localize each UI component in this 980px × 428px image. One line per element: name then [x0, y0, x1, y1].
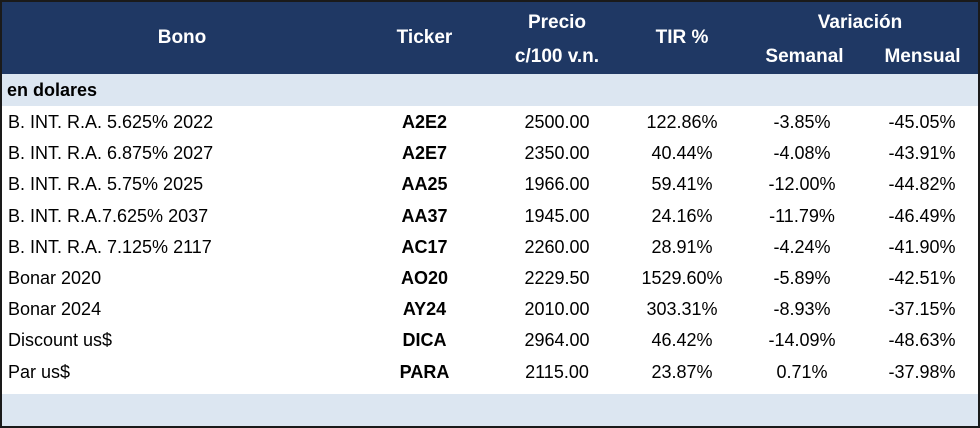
cell-tir: 46.42% [651, 330, 713, 351]
cell-bono: B. INT. R.A.7.625% 2037 [8, 205, 209, 226]
table-body: B. INT. R.A. 5.625% 2022 A2E2 2500.00 12… [2, 107, 978, 388]
cell-bono: Par us$ [8, 361, 71, 382]
cell-mensual: -42.51% [888, 268, 956, 289]
table-row: B. INT. R.A. 5.625% 2022 A2E2 2500.00 12… [2, 107, 978, 138]
table-row: Bonar 2024 AY24 2010.00 303.31% -8.93% -… [2, 294, 978, 325]
table-row: B. INT. R.A.7.625% 2037 AA37 1945.00 24.… [2, 201, 978, 232]
cell-precio: 2350.00 [524, 143, 590, 164]
header-semanal: Semanal [765, 46, 844, 67]
cell-ticker: A2E7 [401, 143, 448, 164]
cell-bono: Discount us$ [8, 330, 113, 351]
cell-ticker: AC17 [401, 236, 448, 257]
cell-bono: Bonar 2024 [8, 299, 102, 320]
table-footer [2, 394, 978, 426]
header-precio-line1: Precio [527, 12, 587, 33]
section-label: en dolares [2, 74, 978, 107]
cell-semanal: -8.93% [773, 299, 831, 320]
cell-tir: 59.41% [651, 174, 713, 195]
cell-mensual: -43.91% [888, 143, 956, 164]
cell-tir: 23.87% [651, 361, 713, 382]
cell-mensual: -48.63% [888, 330, 956, 351]
table-row: Par us$ PARA 2115.00 23.87% 0.71% -37.98… [2, 357, 978, 388]
header-mensual: Mensual [884, 46, 961, 67]
cell-precio: 2964.00 [524, 330, 590, 351]
cell-precio: 1966.00 [524, 174, 590, 195]
cell-semanal: -14.09% [768, 330, 836, 351]
cell-mensual: -37.15% [888, 299, 956, 320]
table-header: Bono Ticker Precio c/100 v.n. TIR % Vari… [2, 2, 978, 74]
cell-ticker: A2E2 [401, 112, 448, 133]
cell-semanal: -5.89% [773, 268, 831, 289]
cell-precio: 1945.00 [524, 205, 590, 226]
header-bono: Bono [157, 27, 207, 48]
table-row: B. INT. R.A. 5.75% 2025 AA25 1966.00 59.… [2, 169, 978, 200]
cell-bono: B. INT. R.A. 5.625% 2022 [8, 112, 214, 133]
cell-mensual: -37.98% [888, 361, 956, 382]
cell-ticker: AY24 [402, 299, 447, 320]
header-tir: TIR % [655, 27, 709, 48]
cell-ticker: AO20 [400, 268, 449, 289]
header-precio-line2: c/100 v.n. [514, 46, 600, 67]
cell-tir: 28.91% [651, 236, 713, 257]
cell-precio: 2500.00 [524, 112, 590, 133]
cell-bono: B. INT. R.A. 5.75% 2025 [8, 174, 204, 195]
table-row: Discount us$ DICA 2964.00 46.42% -14.09%… [2, 325, 978, 356]
cell-mensual: -41.90% [888, 236, 956, 257]
cell-mensual: -45.05% [888, 112, 956, 133]
cell-semanal: 0.71% [776, 361, 828, 382]
cell-bono: B. INT. R.A. 6.875% 2027 [8, 143, 214, 164]
cell-ticker: PARA [399, 361, 450, 382]
cell-mensual: -46.49% [888, 205, 956, 226]
header-variacion: Variación [817, 12, 903, 33]
cell-tir: 122.86% [646, 112, 718, 133]
table-row: B. INT. R.A. 7.125% 2117 AC17 2260.00 28… [2, 232, 978, 263]
cell-semanal: -12.00% [768, 174, 836, 195]
cell-semanal: -11.79% [769, 205, 835, 226]
cell-semanal: -4.24% [773, 236, 831, 257]
cell-mensual: -44.82% [888, 174, 956, 195]
cell-tir: 24.16% [651, 205, 713, 226]
cell-bono: Bonar 2020 [8, 268, 102, 289]
cell-precio: 2260.00 [524, 236, 590, 257]
cell-ticker: AA25 [401, 174, 448, 195]
cell-bono: B. INT. R.A. 7.125% 2117 [8, 236, 212, 257]
table-row: Bonar 2020 AO20 2229.50 1529.60% -5.89% … [2, 263, 978, 294]
cell-semanal: -3.85% [773, 112, 831, 133]
cell-semanal: -4.08% [773, 143, 831, 164]
cell-tir: 303.31% [646, 299, 718, 320]
cell-ticker: AA37 [401, 205, 448, 226]
cell-precio: 2115.00 [525, 361, 589, 382]
cell-precio: 2229.50 [524, 268, 590, 289]
table-row: B. INT. R.A. 6.875% 2027 A2E7 2350.00 40… [2, 138, 978, 169]
cell-precio: 2010.00 [524, 299, 590, 320]
cell-tir: 40.44% [651, 143, 713, 164]
cell-tir: 1529.60% [641, 268, 723, 289]
cell-ticker: DICA [402, 330, 447, 351]
header-ticker: Ticker [396, 27, 453, 48]
